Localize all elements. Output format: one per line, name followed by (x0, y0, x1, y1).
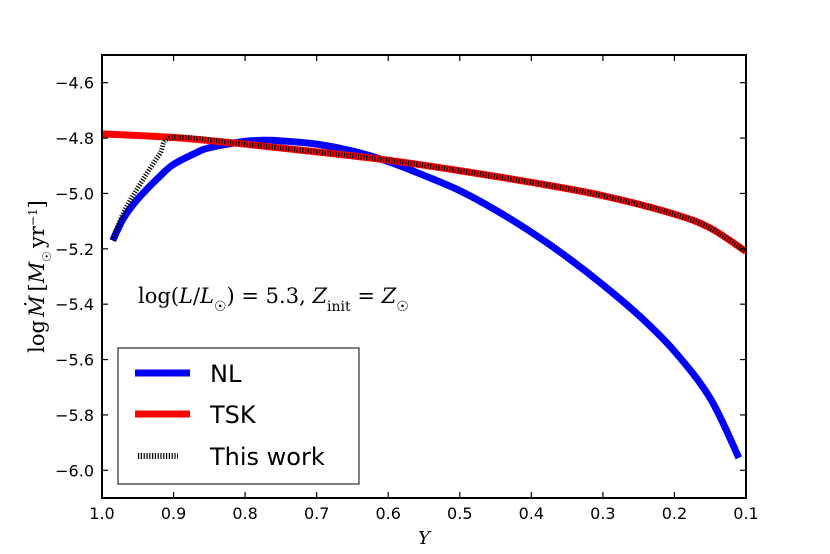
series-line-nl (109, 136, 743, 460)
x-tick-label: 0.3 (590, 504, 615, 523)
svg-text:logṀ[M☉yr−1]: logṀ[M☉yr−1] (25, 200, 54, 353)
x-tick-label: 0.9 (161, 504, 186, 523)
y-tick-label: −6.0 (55, 461, 94, 480)
x-tick-label: 0.2 (662, 504, 687, 523)
y-tick-label: −5.8 (55, 406, 94, 425)
x-tick-label: 0.1 (733, 504, 758, 523)
legend-label-tsk: TSK (209, 401, 257, 429)
x-tick-label: 0.8 (232, 504, 257, 523)
x-tick-label: 0.7 (304, 504, 329, 523)
y-tick-label: −4.8 (55, 129, 94, 148)
series-line-this-work (110, 134, 746, 254)
y-tick-label: −5.4 (55, 295, 94, 314)
y-tick-label: −5.6 (55, 351, 94, 370)
legend-label-nl: NL (210, 360, 242, 388)
y-tick-label: −5.2 (55, 240, 94, 259)
legend-label-this-work: This work (209, 443, 325, 471)
x-tick-label: 0.6 (375, 504, 400, 523)
x-axis-label: Y (418, 528, 432, 549)
y-axis-label: logṀ[M☉yr−1] (25, 200, 54, 353)
y-tick-label: −4.6 (55, 74, 94, 93)
series-layer (102, 130, 746, 460)
annotation-text: log(L/L☉) = 5.3, Zinit = Z☉ (138, 284, 409, 315)
ticks-layer: 1.0 0.9 0.8 0.7 0.6 0.5 0.4 0.3 0.2 0.1 −6.0 −5.8 −5… (55, 55, 759, 523)
x-tick-label: 1.0 (89, 504, 114, 523)
plot-frame (101, 54, 747, 499)
x-tick-label: 0.4 (519, 504, 544, 523)
y-tick-label: −5.0 (55, 184, 94, 203)
legend: NL TSK This work (117, 347, 360, 485)
x-tick-label: 0.5 (447, 504, 472, 523)
